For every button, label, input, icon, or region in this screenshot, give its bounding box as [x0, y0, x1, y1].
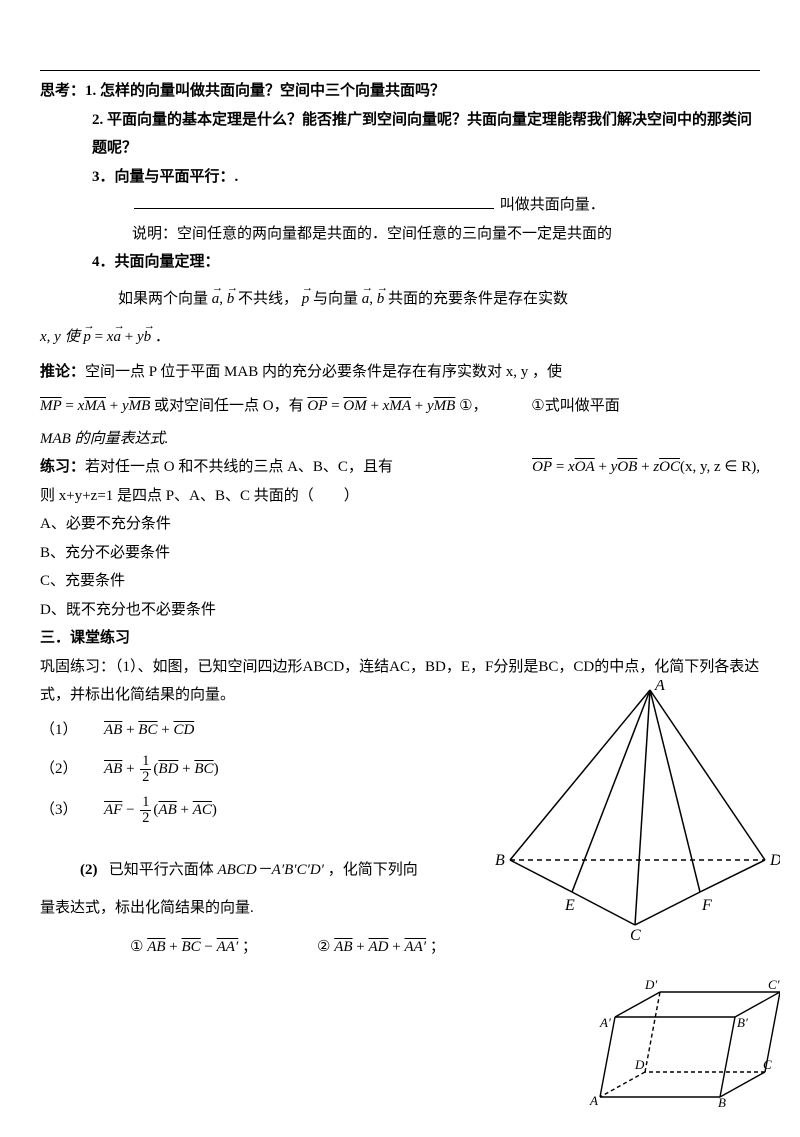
- cor-end-tail: ①式叫做平面: [531, 398, 619, 414]
- figure-tetrahedron: A B C D E F: [480, 680, 780, 940]
- thm-b: 不共线，: [234, 291, 298, 307]
- vec-b3: b: [144, 327, 152, 345]
- fill-blank[interactable]: [134, 193, 494, 209]
- vec-p: p: [302, 289, 310, 307]
- think-q1: 1. 怎样的向量叫做共面向量？空间中三个向量共面吗？: [85, 83, 445, 99]
- exercise-label: 练习：: [40, 459, 85, 475]
- vec-p2: p: [83, 327, 91, 345]
- sub1-label: ①: [130, 939, 147, 955]
- lbl-B: B: [495, 852, 505, 869]
- y: y: [137, 329, 144, 345]
- vec-MP: MP: [40, 398, 62, 414]
- vec-a3: a: [113, 327, 121, 345]
- lbl2-Ap: A′: [599, 1015, 611, 1030]
- lbl-F: F: [701, 897, 712, 914]
- exercise-body: 若对任一点 O 和不共线的三点 A、B、C，且有: [85, 459, 393, 475]
- vec-b: b: [227, 289, 235, 307]
- vec-a2: a: [362, 289, 370, 307]
- think-q4: 4．共面向量定理：: [40, 248, 760, 277]
- lbl-D: D: [769, 852, 780, 869]
- coplanar-def-line: 叫做共面向量．: [40, 191, 760, 220]
- xy-pre: x, y 使: [40, 329, 83, 345]
- cor-mid: 或对空间任一点 O，有: [150, 398, 307, 414]
- y3: y: [427, 398, 434, 414]
- lbl2-Dp: D′: [644, 977, 657, 992]
- coplanar-theorem-line: 如果两个向量 a, b 不共线， p 与向量 a, b 共面的充要条件是存在实数: [40, 285, 760, 314]
- y2: y: [122, 398, 129, 414]
- p2-b: ABCD－A′B′C′D′: [218, 862, 324, 878]
- sub-expr-1: ① AB + BC − AA′ ；: [130, 933, 257, 962]
- choice-A[interactable]: A、必要不充分条件: [40, 510, 760, 539]
- think-q2: 2. 平面向量的基本定理是什么？能否推广到空间向量呢？共面向量定理能帮我们解决空…: [40, 106, 760, 163]
- lbl-E: E: [564, 897, 575, 914]
- p2-a: 已知平行六面体: [109, 862, 218, 878]
- think-prefix: 思考：: [40, 83, 85, 99]
- vec-MA2: MA: [389, 398, 411, 414]
- sub2-label: ②: [317, 939, 334, 955]
- lbl2-Bp: B′: [737, 1015, 748, 1030]
- section-3-title: 三．课堂练习: [40, 624, 760, 653]
- top-rule: [40, 70, 760, 71]
- corollary-line1: 推论：空间一点 P 位于平面 MAB 内的充分必要条件是存在有序实数对 x, y…: [40, 358, 760, 387]
- figure-parallelepiped: A B C D A′ B′ C′ D′: [580, 977, 780, 1107]
- expr2-label: （2）: [40, 755, 100, 784]
- corollary-label: 推论：: [40, 364, 85, 380]
- note-line: 说明：空间任意的两向量都是共面的．空间任意的三向量不一定是共面的: [40, 220, 760, 249]
- choice-C[interactable]: C、充要条件: [40, 567, 760, 596]
- cor-a: 空间一点 P 位于平面 MAB 内的充分必要条件是存在有序实数对 x, y ，使: [85, 364, 562, 380]
- lbl2-Cp: C′: [768, 977, 780, 992]
- vec-MA: MA: [84, 398, 106, 414]
- choice-B[interactable]: B、充分不必要条件: [40, 539, 760, 568]
- vec-MB2: MB: [434, 398, 456, 414]
- xy-line: x, y 使 p = xa + yb ．: [40, 323, 760, 352]
- lbl-C: C: [630, 927, 641, 940]
- think-q3: 3．向量与平面平行：.: [40, 163, 760, 192]
- lbl-A: A: [654, 680, 665, 694]
- sub-expr-2: ② AB + AD + AA′ ；: [317, 933, 445, 962]
- lbl2-D: D: [634, 1057, 645, 1072]
- lbl2-C: C: [763, 1057, 772, 1072]
- expr1-label: （1）: [40, 716, 100, 745]
- exercise-cond: 则 x+y+z=1 是四点 P、A、B、C 共面的（ ）: [40, 482, 760, 511]
- think-line-1: 思考：1. 怎样的向量叫做共面向量？空间中三个向量共面吗？: [40, 77, 760, 106]
- expr3-label: （3）: [40, 796, 100, 825]
- corollary-line2: MP = xMA + yMB 或对空间任一点 O，有 OP = OM + xMA…: [40, 392, 760, 421]
- mab-line: MAB 的向量表达式.: [40, 425, 760, 454]
- coplanar-suffix: 叫做共面向量．: [496, 197, 605, 213]
- vec-OP: OP: [307, 398, 327, 414]
- thm-a: 如果两个向量: [118, 291, 212, 307]
- choice-D[interactable]: D、既不充分也不必要条件: [40, 596, 760, 625]
- thm-d: 共面的充要条件是存在实数: [384, 291, 568, 307]
- lbl2-B: B: [718, 1095, 726, 1107]
- exercise-line: 练习：若对任一点 O 和不共线的三点 A、B、C，且有 OP = xOA + y…: [40, 453, 760, 482]
- exercise-rhs: OP = xOA + yOB + zOC(x, y, z ∈ R),: [532, 453, 760, 482]
- ex-rhs-tail: (x, y, z ∈ R),: [680, 459, 760, 475]
- p2-c: ，化简下列向: [324, 862, 418, 878]
- practice2-label: (2): [80, 862, 98, 878]
- vec-a: a: [212, 289, 220, 307]
- vec-OM: OM: [343, 398, 366, 414]
- cor-end: ①，: [455, 398, 487, 414]
- vec-b2: b: [377, 289, 385, 307]
- thm-c: 与向量: [309, 291, 362, 307]
- lbl2-A: A: [589, 1093, 598, 1107]
- vec-MB: MB: [129, 398, 151, 414]
